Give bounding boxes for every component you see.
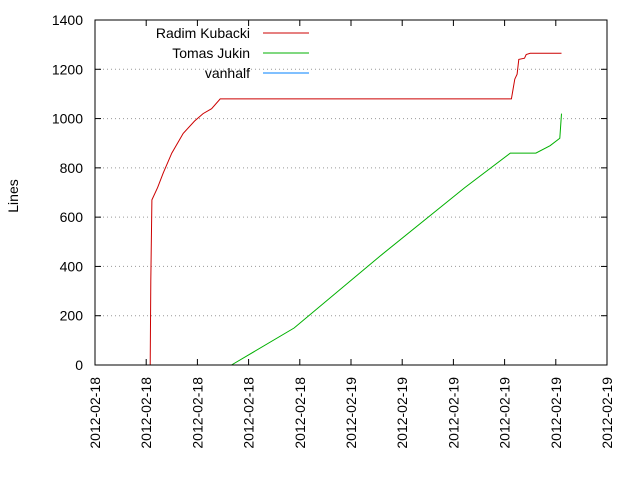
legend-label-vanhalf: vanhalf bbox=[205, 65, 250, 81]
x-tick-label: 2012-02-18 bbox=[189, 377, 205, 449]
y-tick-label: 1400 bbox=[52, 12, 83, 28]
x-axis: 2012-02-18 2012-02-18 2012-02-18 2012-02-18… bbox=[87, 20, 615, 449]
series-line-tomas-jukin bbox=[231, 113, 562, 366]
series-line-radim-kubacki bbox=[149, 52, 562, 366]
x-tick-label: 2012-02-19 bbox=[548, 377, 564, 449]
y-axis: 0 200 400 600 800 1000 1200 1400 bbox=[52, 12, 607, 373]
y-tick-label: 0 bbox=[75, 357, 83, 373]
legend-label-tomas-jukin: Tomas Jukin bbox=[172, 45, 250, 61]
x-tick-label: 2012-02-19 bbox=[599, 377, 615, 449]
y-tick-label: 800 bbox=[60, 160, 84, 176]
series-layer bbox=[149, 52, 562, 366]
x-tick-label: 2012-02-18 bbox=[292, 377, 308, 449]
x-tick-label: 2012-02-18 bbox=[87, 377, 103, 449]
y-tick-label: 200 bbox=[60, 308, 84, 324]
legend-label-radim-kubacki: Radim Kubacki bbox=[156, 25, 250, 41]
grid-lines bbox=[95, 68, 607, 317]
y-tick-label: 600 bbox=[60, 209, 84, 225]
y-tick-label: 1000 bbox=[52, 111, 83, 127]
x-tick-label: 2012-02-18 bbox=[241, 377, 257, 449]
plot-frame bbox=[94, 19, 608, 366]
x-tick-label: 2012-02-19 bbox=[394, 377, 410, 449]
legend: Radim Kubacki Tomas Jukin vanhalf bbox=[156, 25, 309, 81]
x-tick-label: 2012-02-19 bbox=[343, 377, 359, 449]
x-tick-label: 2012-02-19 bbox=[445, 377, 461, 449]
y-tick-label: 400 bbox=[60, 258, 84, 274]
y-axis-label: Lines bbox=[5, 179, 21, 212]
x-tick-label: 2012-02-18 bbox=[138, 377, 154, 449]
x-tick-label: 2012-02-19 bbox=[497, 377, 513, 449]
y-tick-label: 1200 bbox=[52, 61, 83, 77]
